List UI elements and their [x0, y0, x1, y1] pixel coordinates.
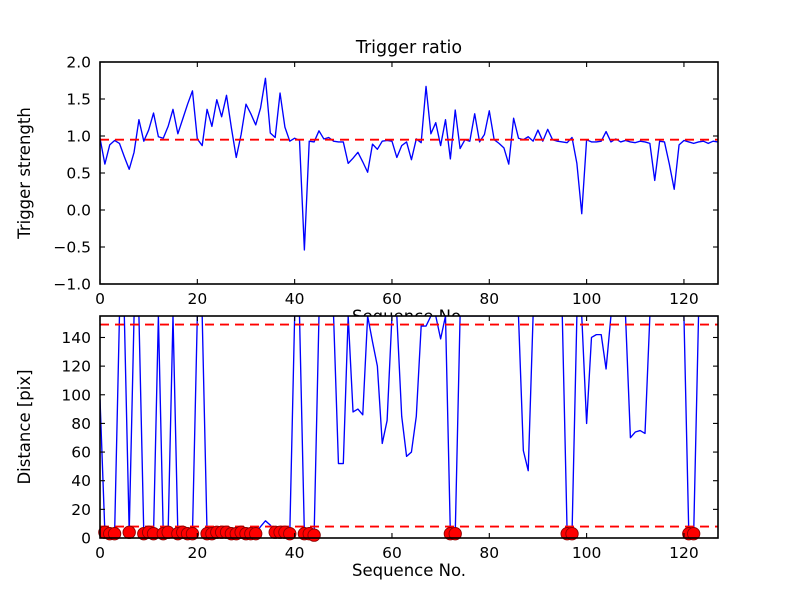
y-axis-label-distance: Distance [pix]: [15, 369, 34, 484]
y-tick-label: 20: [71, 501, 91, 519]
x-tick-label: 60: [382, 290, 402, 308]
axes-trigger-ratio: 0 20 40 60 80 100 120 −1.0 −0.5 0.0 0.5 1.0 1.5 2.0 T…: [15, 38, 719, 326]
marker-point: [185, 527, 200, 541]
y-tick-label: 40: [71, 472, 91, 490]
y-tick-label: −1.0: [53, 276, 91, 294]
y-tick-label: 1.0: [66, 128, 91, 146]
x-tick-label: 120: [669, 290, 699, 308]
y-tick-label: 120: [61, 358, 91, 376]
x-tick-label: 20: [187, 544, 207, 562]
x-tick-label: 80: [479, 290, 499, 308]
marker-point: [107, 527, 122, 541]
x-tick-label: 0: [95, 290, 105, 308]
x-axis-label-bottom: Sequence No.: [352, 561, 466, 580]
marker-point: [249, 527, 263, 541]
x-tick-label: 100: [572, 544, 602, 562]
plot-title-trigger-ratio: Trigger ratio: [355, 38, 462, 58]
threshold-lines-distance: [100, 323, 718, 528]
y-tick-label: −0.5: [53, 239, 91, 257]
axes-distance: 0 20 40 60 80 100 120 0 20 40 60 80 100 120 140 Distan…: [15, 315, 719, 580]
x-tick-label: 120: [669, 544, 699, 562]
y-axis-label-trigger-strength: Trigger strength: [15, 107, 34, 240]
marker-points-distance: [98, 525, 701, 542]
marker-point: [687, 527, 701, 541]
x-tick-label: 100: [572, 290, 602, 308]
ticks-distance: 0 20 40 60 80 100 120 0 20 40 60 80 100 120 140: [61, 316, 718, 562]
marker-point: [565, 527, 579, 541]
y-tick-label: 2.0: [66, 54, 91, 72]
y-tick-label: 0: [81, 530, 91, 548]
marker-point: [448, 527, 462, 541]
ticks-trigger-ratio: 0 20 40 60 80 100 120 −1.0 −0.5 0.0 0.5 1.0 1.5 2.0: [53, 54, 718, 308]
x-tick-label: 0: [95, 544, 105, 562]
x-tick-label: 60: [382, 544, 402, 562]
plot-area-trigger-ratio: [100, 62, 718, 284]
axes-frame-distance: [99, 315, 719, 539]
marker-point: [122, 525, 136, 539]
y-tick-label: 0.0: [66, 202, 91, 220]
y-tick-label: 100: [61, 386, 91, 404]
y-tick-label: 60: [71, 444, 91, 462]
y-tick-label: 140: [61, 329, 91, 347]
marker-point: [283, 527, 297, 541]
y-tick-label: 80: [71, 415, 91, 433]
y-tick-label: 0.5: [66, 165, 91, 183]
x-tick-label: 40: [285, 544, 305, 562]
x-tick-label: 20: [187, 290, 207, 308]
series-distance: [100, 316, 718, 536]
data-polyline: [100, 316, 718, 536]
x-tick-label: 80: [479, 544, 499, 562]
marker-point: [307, 528, 321, 542]
x-tick-label: 40: [285, 290, 305, 308]
y-tick-label: 1.5: [66, 91, 91, 109]
